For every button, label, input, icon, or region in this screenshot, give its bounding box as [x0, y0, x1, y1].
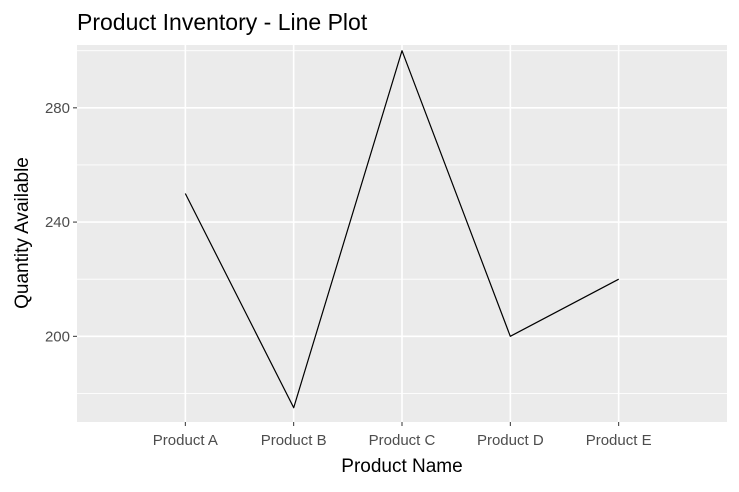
plot-panel: 200 240 280 Product A Product B Product C Prod…	[45, 45, 727, 449]
series-line	[184, 50, 619, 409]
x-tick-label: Product D	[477, 432, 544, 449]
y-axis-title: Quantity Available	[12, 157, 33, 309]
chart-title: Product Inventory - Line Plot	[77, 9, 368, 35]
x-tick-label: Product B	[261, 432, 327, 449]
x-tick-label: Product C	[369, 432, 436, 449]
x-tick-label: Product A	[153, 432, 218, 449]
y-tick-label: 280	[45, 100, 70, 117]
x-axis-title: Product Name	[341, 456, 462, 477]
y-tick-label: 200	[45, 328, 70, 345]
x-tick-label: Product E	[586, 432, 652, 449]
y-tick-label: 240	[45, 214, 70, 231]
